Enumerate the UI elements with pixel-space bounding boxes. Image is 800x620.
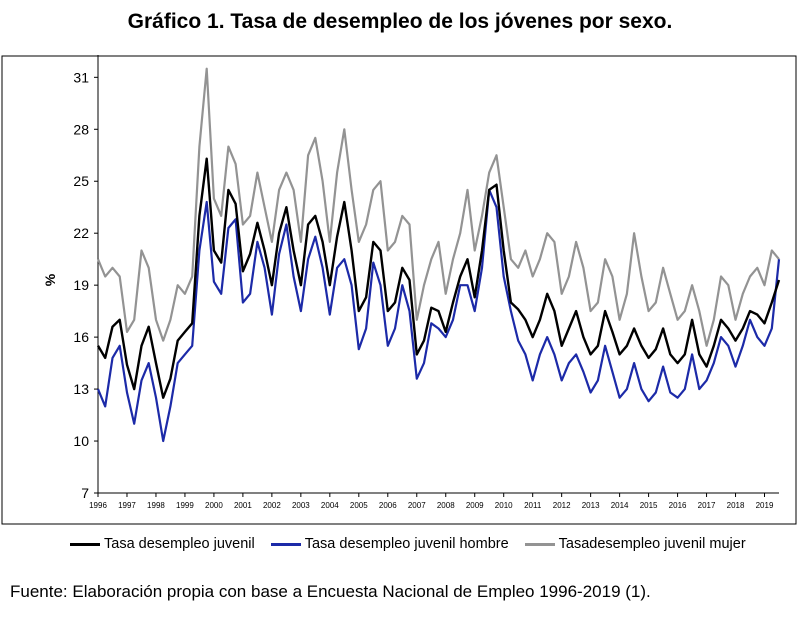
x-tick-label: 2013 [582,501,600,510]
chart-title: Gráfico 1. Tasa de desempleo de los jóve… [127,10,673,33]
legend-item-mujer: Tasadesempleo juvenil mujer [524,536,746,552]
x-tick-label: 2015 [640,501,658,510]
x-tick-label: 2000 [205,501,223,510]
chart-legend: Tasa desempleo juvenil Tasa desempleo ju… [70,533,762,555]
y-tick-label: 10 [73,433,89,449]
x-tick-label: 2014 [611,501,629,510]
x-tick-label: 2006 [379,501,397,510]
legend-item-juvenil: Tasa desempleo juvenil [70,536,255,552]
x-tick-label: 2003 [292,501,310,510]
x-tick-label: 2002 [263,501,281,510]
x-tick-label: 2004 [321,501,339,510]
legend-swatch-mujer [524,542,555,546]
y-tick-label: 25 [73,173,89,189]
source-note: Fuente: Elaboración propia con base a En… [10,582,651,601]
legend-swatch-juvenil [70,542,100,546]
legend-item-hombre: Tasa desempleo juvenil hombre [270,536,509,552]
x-tick-label: 2012 [553,501,571,510]
y-tick-label: 28 [73,121,89,137]
y-tick-label: 19 [73,277,89,293]
chart-lines [96,67,781,443]
y-tick-label: 13 [73,381,89,397]
x-tick-label: 1999 [176,501,194,510]
legend-label-juvenil: Tasa desempleo juvenil [104,536,255,552]
series-line-juvenil [96,157,781,399]
x-tick-label: 2007 [408,501,426,510]
chart-axes: 7 10 13 16 19 22 25 28 31 1996 1997 1998 1999 2000 200… [1,55,797,525]
y-axis-label: % [42,273,58,286]
x-tick-label: 2016 [669,501,687,510]
x-tick-label: 2001 [234,501,252,510]
x-tick-label: 2009 [466,501,484,510]
y-tick-label: 31 [73,69,89,85]
x-tick-label: 1997 [118,501,136,510]
x-tick-label: 2011 [524,501,542,510]
y-tick-label: 22 [73,225,89,241]
series-line-mujer [96,67,780,347]
legend-swatch-hombre [270,542,301,546]
x-tick-label: 2008 [437,501,455,510]
legend-label-mujer: Tasadesempleo juvenil mujer [558,536,746,552]
chart-frame [1,55,797,525]
line-chart: 7 10 13 16 19 22 25 28 31 1996 1997 1998 1999 2000 200… [1,55,797,525]
x-tick-label: 2010 [495,501,513,510]
x-tick-label: 1998 [147,501,165,510]
x-tick-label: 2017 [698,501,716,510]
x-tick-label: 2019 [756,501,774,510]
y-tick-label: 7 [81,485,89,501]
legend-label-hombre: Tasa desempleo juvenil hombre [304,536,509,552]
y-tick-label: 16 [73,329,89,345]
x-tick-label: 2005 [350,501,368,510]
x-tick-label: 1996 [89,501,107,510]
series-line-hombre [96,188,781,443]
x-tick-label: 2018 [727,501,745,510]
